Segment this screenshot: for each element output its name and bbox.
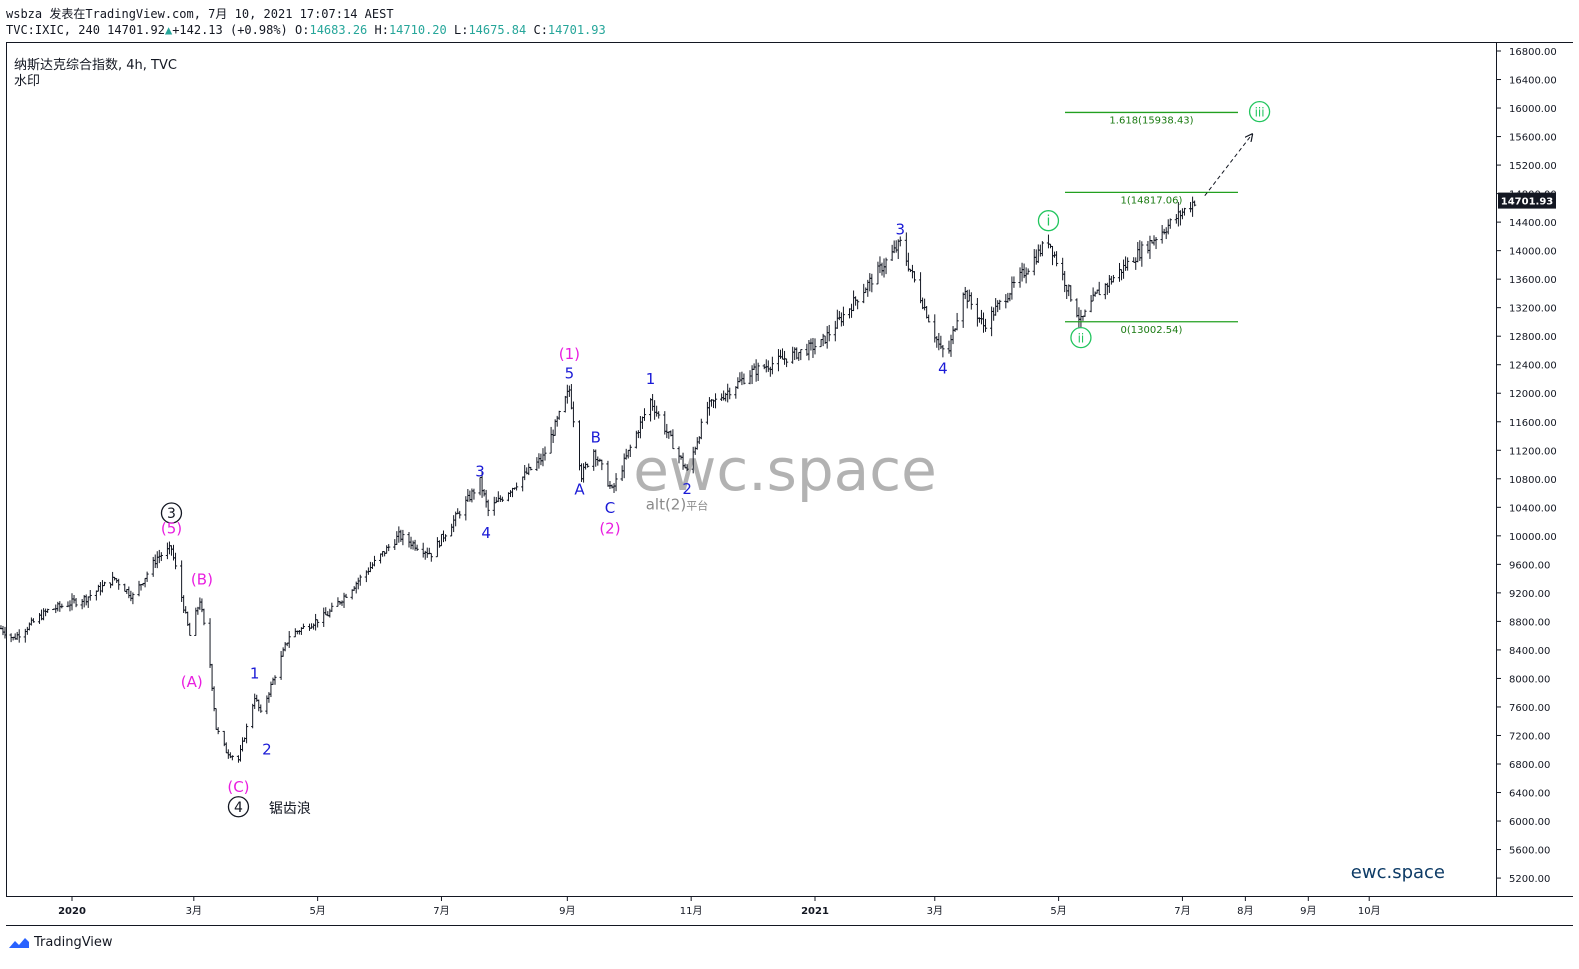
price-axis[interactable] xyxy=(1497,42,1573,897)
close-label: C: xyxy=(533,23,548,37)
high-value: 14710.20 xyxy=(388,23,447,37)
symbol-interval: TVC:IXIC, 240 xyxy=(6,23,100,37)
time-axis[interactable] xyxy=(6,897,1573,926)
chart-pane[interactable] xyxy=(6,42,1497,897)
low-label: L: xyxy=(453,23,469,37)
tradingview-logo-text: TradingView xyxy=(34,935,113,950)
open-label: O: xyxy=(295,23,310,37)
low-value: 14675.84 xyxy=(468,23,527,37)
ohlc-bar xyxy=(1,625,5,636)
high-label: H: xyxy=(374,23,389,37)
open-value: 14683.26 xyxy=(309,23,368,37)
ohlc-bar xyxy=(0,625,3,630)
ohlc-header: TVC:IXIC, 240 14701.92▲+142.13 (+0.98%) … xyxy=(6,23,606,37)
watermark-label: 水印 xyxy=(14,74,41,89)
tradingview-logo-icon xyxy=(9,937,29,948)
chart-title: 纳斯达克综合指数, 4h, TVC xyxy=(14,58,177,73)
last-price: 14701.92 xyxy=(107,23,165,37)
tradingview-logo[interactable]: TradingView xyxy=(8,935,113,950)
price-change: +142.13 (+0.98%) xyxy=(172,23,288,37)
publisher-line: wsbza 发表在TradingView.com, 7月 10, 2021 17… xyxy=(6,7,394,21)
close-value: 14701.93 xyxy=(547,23,606,37)
up-arrow-icon: ▲ xyxy=(164,23,173,37)
